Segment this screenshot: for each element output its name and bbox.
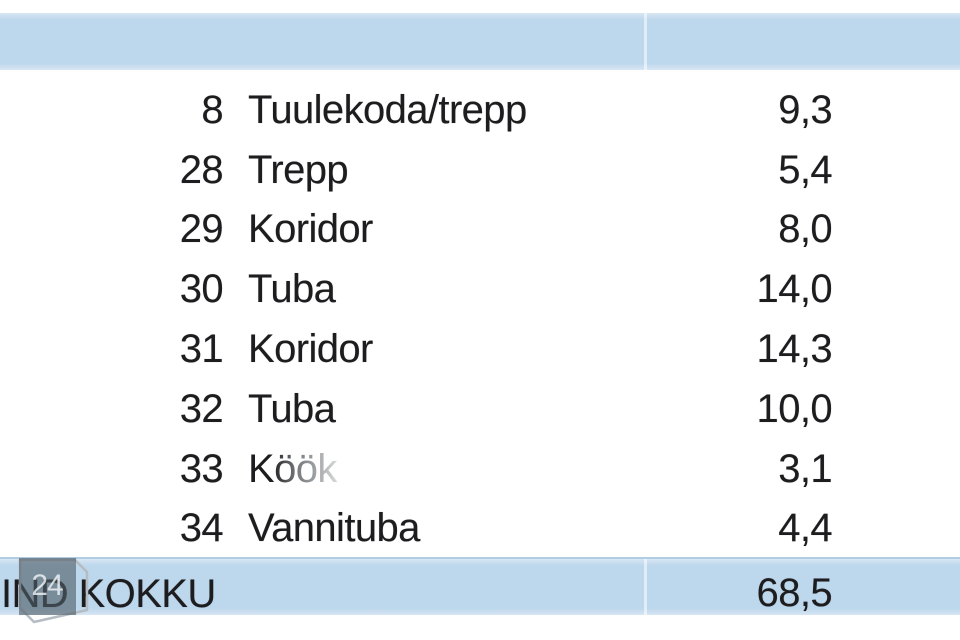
table-row: 34 Vannituba 4,4: [0, 499, 960, 559]
room-name: Koridor: [248, 207, 373, 252]
total-row-band: [0, 557, 960, 615]
watermark-text: 24: [31, 569, 63, 602]
room-area: 3,1: [778, 446, 832, 491]
column-divider: [644, 13, 647, 70]
table-row: 30 Tuba 14,0: [0, 259, 960, 319]
table-header-band: [0, 13, 960, 70]
room-number: 33: [179, 446, 224, 491]
room-number: 31: [179, 327, 224, 372]
room-area: 14,3: [756, 327, 833, 372]
table-row: 31 Koridor 14,3: [0, 319, 960, 379]
column-divider: [644, 559, 647, 615]
table-row: 28 Trepp 5,4: [0, 140, 960, 200]
room-number: 28: [179, 147, 224, 192]
table-row: 32 Tuba 10,0: [0, 379, 960, 439]
table-row: 33 Köök 3,1: [0, 439, 960, 499]
room-number: 32: [179, 386, 224, 431]
table-row: 29 Koridor 8,0: [0, 200, 960, 260]
total-area-value: 68,5: [756, 571, 833, 615]
room-number: 8: [201, 87, 223, 132]
room-area: 10,0: [756, 386, 833, 431]
room-number: 30: [179, 267, 224, 312]
room-name: Vannituba: [248, 506, 420, 551]
room-area: 5,4: [778, 147, 832, 192]
room-area: 14,0: [756, 267, 833, 312]
room-name: Koridor: [248, 327, 373, 372]
room-name: Tuulekoda/trepp: [248, 87, 527, 132]
city24-watermark-icon: 24: [18, 558, 89, 624]
room-number: 34: [179, 506, 224, 551]
watermark-logo: 24: [9, 548, 93, 632]
room-name: Köök: [248, 446, 337, 491]
room-number: 29: [179, 207, 224, 252]
room-area: 8,0: [778, 207, 832, 252]
table-row: 8 Tuulekoda/trepp 9,3: [0, 80, 960, 140]
room-name: Trepp: [248, 147, 349, 192]
room-table: 8 Tuulekoda/trepp 9,3 28 Trepp 5,4 29 Ko…: [0, 80, 960, 558]
room-area: 9,3: [778, 87, 832, 132]
room-name: Tuba: [248, 267, 336, 312]
room-name: Tuba: [248, 386, 336, 431]
room-area: 4,4: [778, 506, 832, 551]
